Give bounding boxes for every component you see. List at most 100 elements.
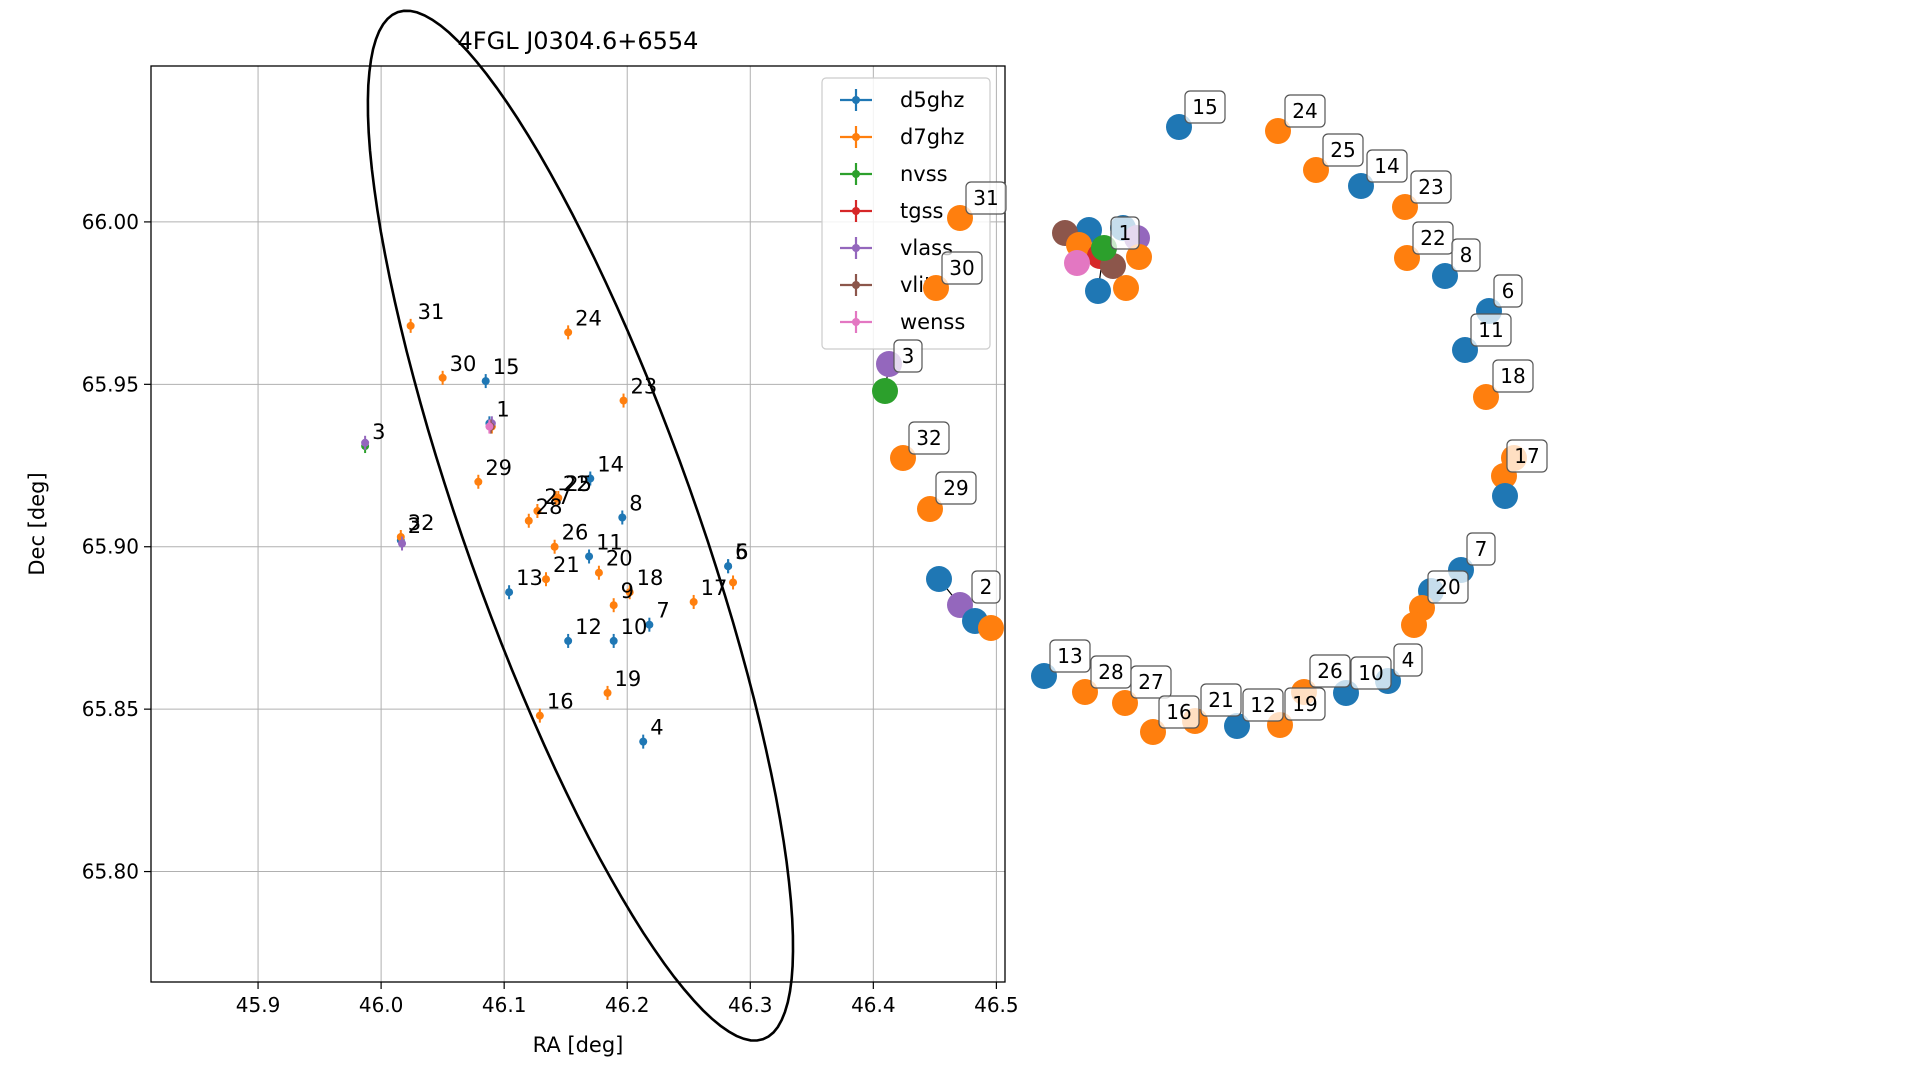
layout-label-text: 8 — [1460, 243, 1473, 267]
layout-label-text: 30 — [949, 256, 974, 280]
layout-label-text: 13 — [1057, 644, 1082, 668]
data-point-d5ghz — [609, 636, 618, 645]
legend-entry-wenss: wenss — [840, 310, 965, 334]
layout-label-box — [1184, 90, 1226, 124]
legend-marker-dot — [852, 281, 860, 289]
layout-label-box — [1350, 656, 1392, 690]
data-point-d7ghz — [438, 373, 447, 382]
point-label: 8 — [629, 492, 642, 516]
layout-label-text: 23 — [1418, 175, 1443, 199]
data-point-d5ghz — [724, 562, 733, 571]
data-point-d7ghz — [564, 328, 573, 337]
layout-label-box — [1322, 133, 1364, 167]
layout-label-text: 18 — [1500, 364, 1525, 388]
data-point-d7ghz — [550, 542, 559, 551]
point-label: 20 — [606, 547, 633, 571]
data-point-d5ghz — [618, 513, 627, 522]
point-label: 9 — [621, 579, 634, 603]
layout-label: 18 — [1492, 359, 1534, 393]
legend-label: tgss — [900, 199, 943, 223]
layout-label-box — [1049, 639, 1091, 673]
data-point-d5ghz — [639, 737, 648, 746]
chart-title: 4FGL J0304.6+6554 — [458, 27, 699, 55]
layout-label-text: 14 — [1374, 154, 1399, 178]
point-label: 6 — [735, 540, 748, 564]
layout-label-text: 32 — [916, 426, 941, 450]
layout-label: 23 — [1410, 170, 1452, 204]
data-point-d5ghz — [505, 588, 514, 597]
layout-label-box — [1110, 216, 1140, 250]
layout-marker — [917, 496, 943, 522]
layout-label-box — [941, 251, 983, 285]
layout-label-box — [1410, 170, 1452, 204]
layout-label: 29 — [935, 471, 977, 505]
point-label: 27 — [544, 485, 571, 509]
data-point-d7ghz — [603, 688, 612, 697]
layout-label-box — [1284, 687, 1326, 721]
layout-marker — [1085, 278, 1111, 304]
data-point-d5ghz — [586, 474, 595, 483]
legend-marker-dot — [852, 318, 860, 326]
y-tick-label: 65.85 — [82, 697, 139, 721]
layout-label-box — [935, 471, 977, 505]
data-points — [361, 318, 738, 749]
layout-label-box — [1470, 313, 1512, 347]
y-tick-label: 66.00 — [82, 210, 139, 234]
layout-marker — [1224, 713, 1250, 739]
layout-label: 15 — [1184, 90, 1226, 124]
point-label: 32 — [408, 511, 435, 535]
point-label: 26 — [562, 521, 589, 545]
layout-label-box — [1242, 688, 1284, 722]
point-label: 10 — [621, 615, 648, 639]
point-label: 23 — [631, 375, 658, 399]
layout-label-box — [1130, 665, 1172, 699]
data-point-d7ghz — [625, 588, 634, 597]
layout-label-box — [1309, 654, 1351, 688]
x-tick-label: 46.1 — [482, 993, 527, 1017]
axis-ticks: 45.9 46.0 46.1 46.2 46.3 46.4 46.5 65.80 65.85 65… — [82, 210, 1019, 1017]
layout-label-text: 27 — [1138, 670, 1163, 694]
x-tick-label: 46.2 — [605, 993, 650, 1017]
point-label: 4 — [650, 716, 663, 740]
layout-label-text: 26 — [1317, 659, 1342, 683]
layout-label: 19 — [1284, 687, 1326, 721]
point-label: 31 — [418, 300, 445, 324]
point-label: 22 — [563, 472, 590, 496]
point-label: 21 — [553, 553, 580, 577]
layout-label: 1 — [1110, 216, 1140, 250]
layout-label-text: 24 — [1292, 99, 1317, 123]
layout-label: 20 — [1427, 570, 1469, 604]
layout-marker — [1303, 157, 1329, 183]
layout-label: 10 — [1350, 656, 1392, 690]
layout-label-box — [1158, 695, 1200, 729]
layout-label-box — [1284, 94, 1326, 128]
layout-label-box — [1427, 570, 1469, 604]
layout-marker — [926, 566, 952, 592]
data-point-d7ghz — [533, 507, 542, 516]
layout-label-box — [908, 421, 950, 455]
data-point-d5ghz — [585, 552, 594, 561]
legend-label: nvss — [900, 162, 948, 186]
data-point-d5ghz — [481, 377, 490, 386]
layout-marker — [1265, 118, 1291, 144]
data-point-vlass — [361, 438, 370, 447]
layout-label: 3 — [893, 339, 923, 373]
data-point-d7ghz — [594, 568, 603, 577]
legend-label: wenss — [900, 310, 965, 334]
y-axis-label: Dec [deg] — [25, 472, 49, 575]
layout-label: 21 — [1200, 683, 1242, 717]
layout-label-box — [1412, 221, 1454, 255]
x-axis-label: RA [deg] — [533, 1033, 624, 1057]
legend-entry-d7ghz: d7ghz — [840, 125, 964, 149]
layout-marker — [1492, 483, 1518, 509]
layout-label-text: 17 — [1514, 444, 1539, 468]
data-point-d7ghz — [619, 396, 628, 405]
radio-sources-scatter-plot: 2456781011121314151916171819202122232425… — [25, 9, 1019, 1057]
layout-label-box — [893, 339, 923, 373]
layout-label: 30 — [941, 251, 983, 285]
point-label: 17 — [701, 576, 728, 600]
layout-marker — [1112, 690, 1138, 716]
legend-entry-d5ghz: d5ghz — [840, 88, 964, 112]
point-label: 14 — [597, 453, 624, 477]
layout-label-text: 12 — [1250, 693, 1275, 717]
